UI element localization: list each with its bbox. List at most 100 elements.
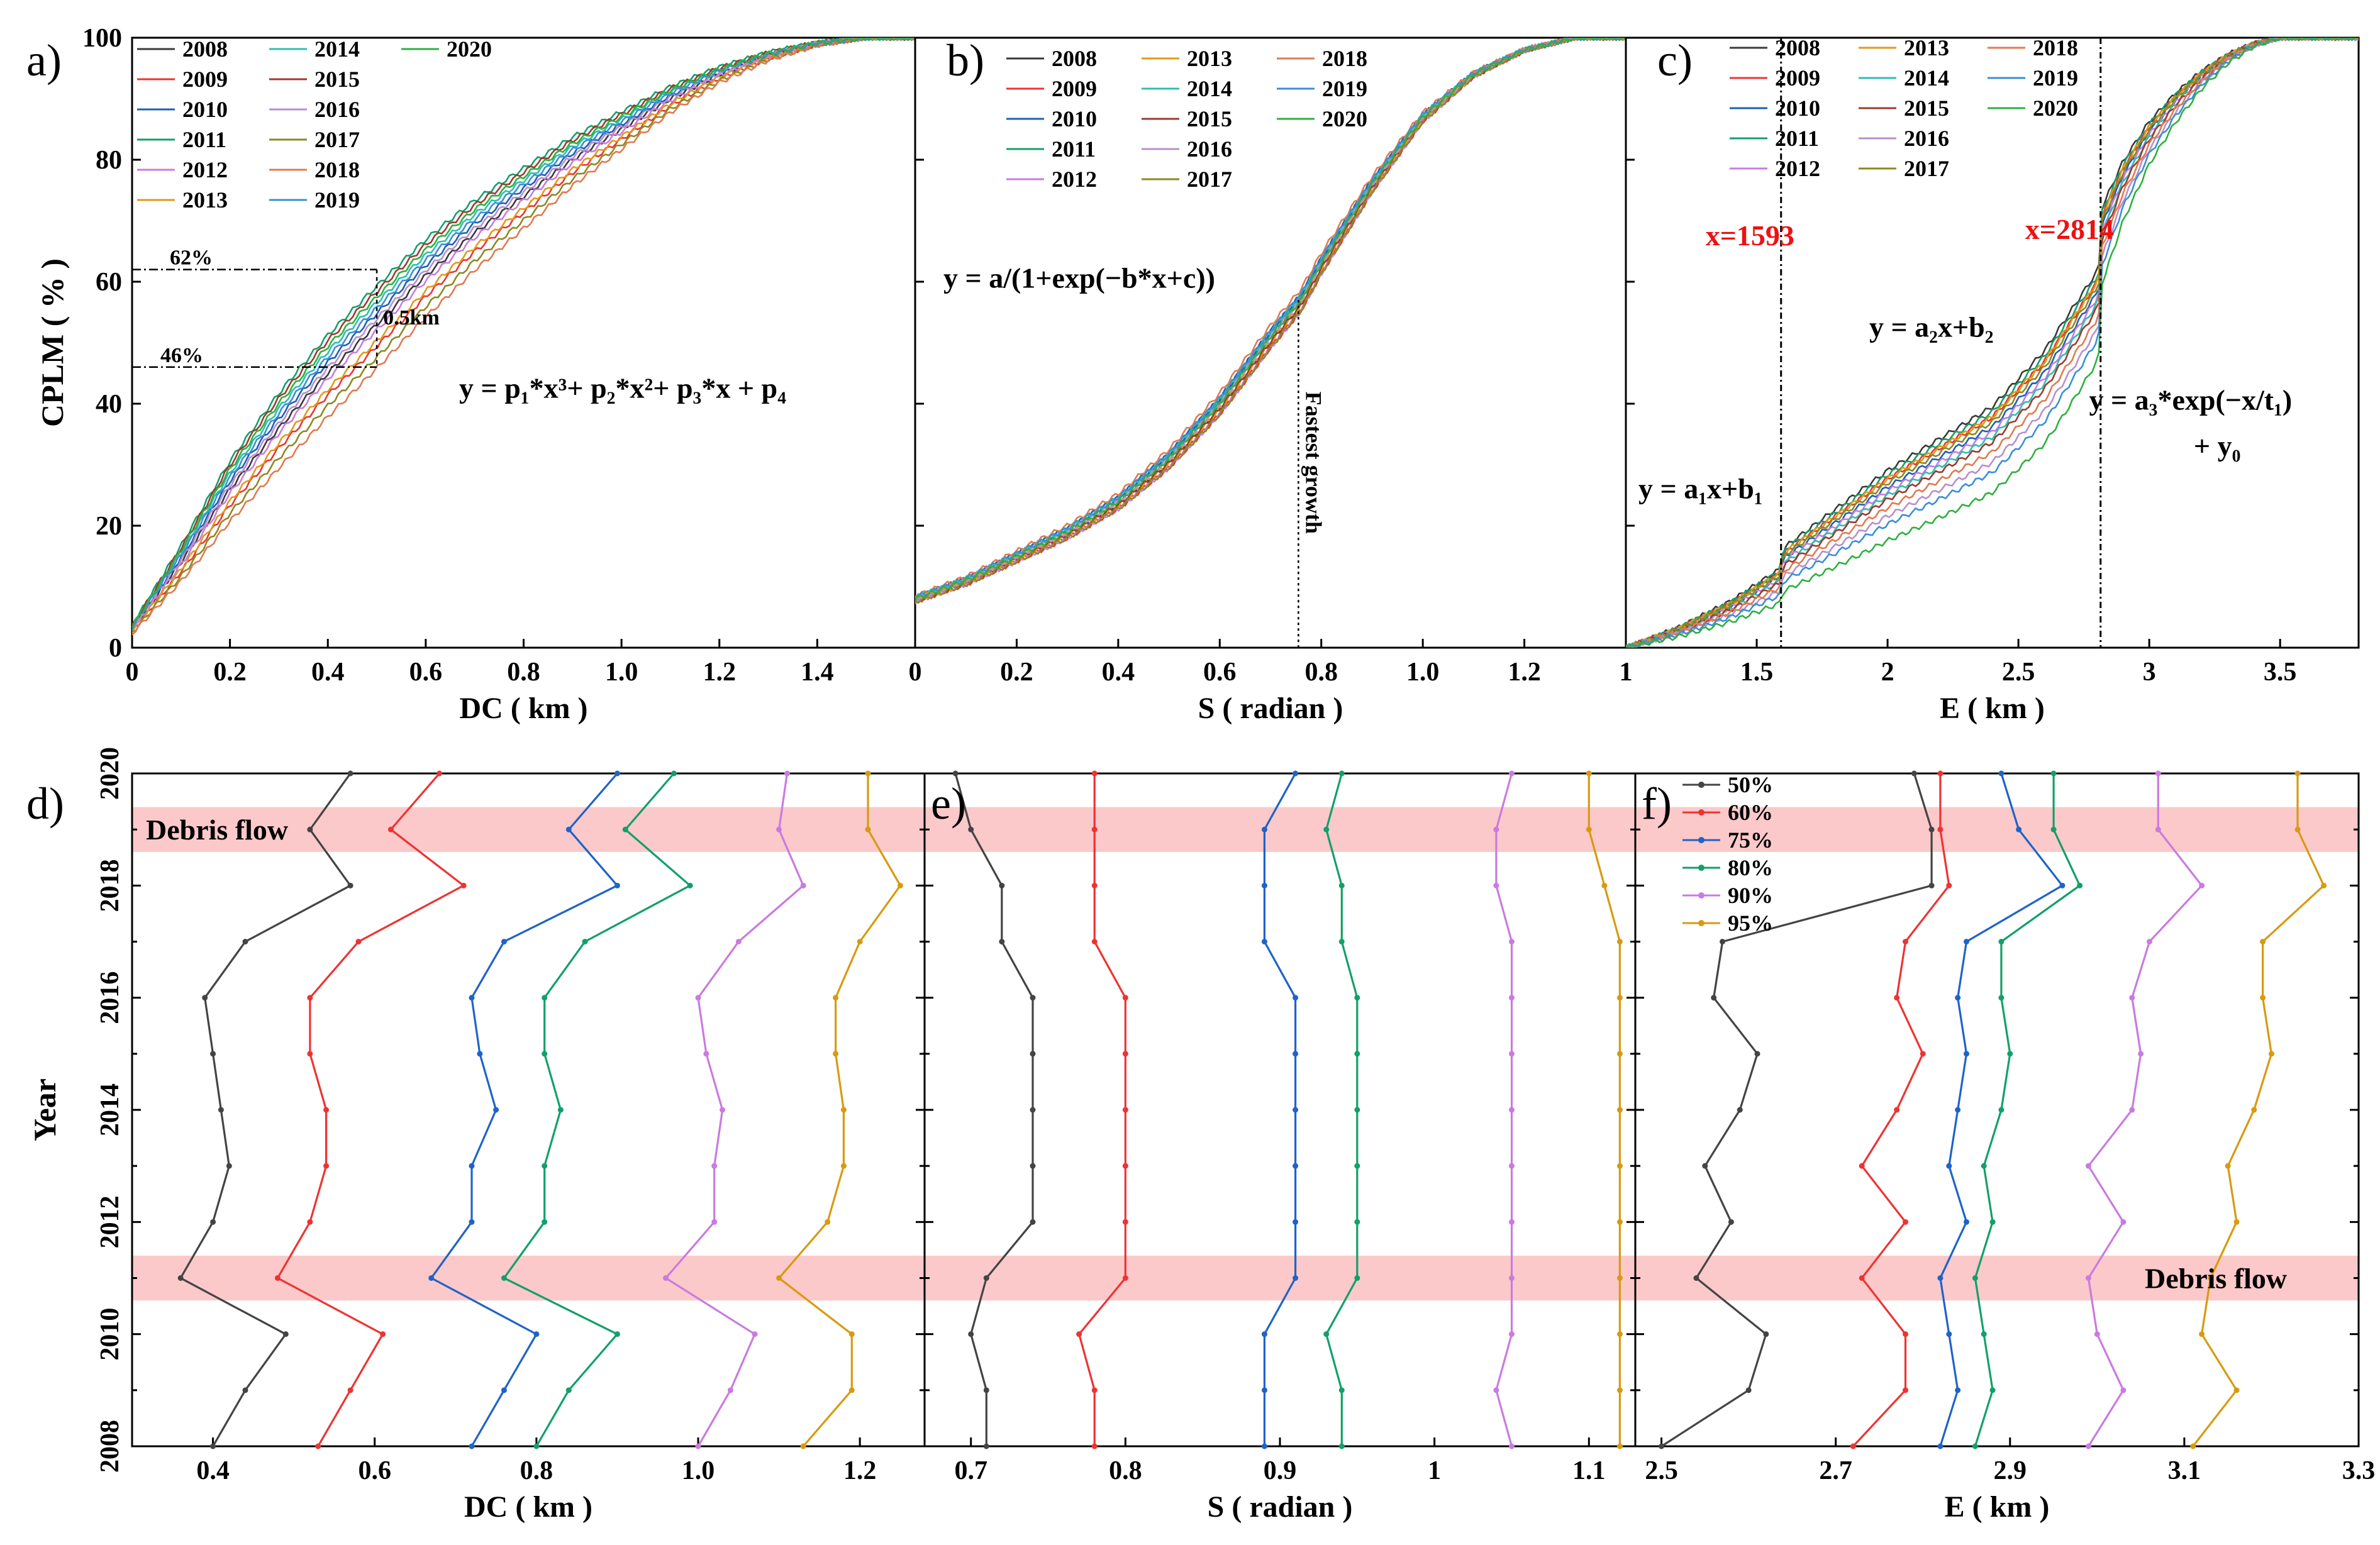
series-line-2020 bbox=[132, 38, 915, 629]
x-tick-labels: 0.7 0.8 0.9 1 1.1 bbox=[954, 1456, 1605, 1485]
data-point-p60 bbox=[1894, 995, 1900, 1001]
data-point-p90 bbox=[1508, 1331, 1515, 1337]
data-point-p95 bbox=[1586, 826, 1592, 833]
x-tick-labels: 2.5 2.7 2.9 3.1 3.3 bbox=[1645, 1456, 2375, 1485]
y-tick-label: 2018 bbox=[96, 859, 125, 912]
data-point-p90 bbox=[2120, 1219, 2127, 1225]
data-point-p90 bbox=[727, 1387, 733, 1393]
data-point-p90 bbox=[752, 1331, 758, 1337]
data-point-p60 bbox=[1122, 1275, 1128, 1281]
series-line-2015 bbox=[132, 38, 915, 626]
data-point-p50 bbox=[226, 1163, 232, 1169]
data-point-p80 bbox=[1998, 1107, 2005, 1113]
y-tick-label: 2012 bbox=[96, 1195, 125, 1248]
equation-c1: y = a₁x+b₁ bbox=[1638, 472, 1763, 504]
data-point-p60 bbox=[307, 1219, 313, 1225]
x-tick-label: 3 bbox=[2143, 658, 2156, 687]
series-p80 bbox=[501, 770, 693, 1449]
data-point-p75 bbox=[2016, 826, 2022, 833]
series-line-2017 bbox=[1626, 38, 2359, 648]
series-p90 bbox=[663, 770, 806, 1449]
data-point-p60 bbox=[1859, 1163, 1865, 1169]
data-point-p60 bbox=[1122, 995, 1128, 1001]
data-point-p75 bbox=[1955, 995, 1961, 1001]
data-point-p60 bbox=[1091, 939, 1098, 944]
data-point-p75 bbox=[1261, 1331, 1267, 1337]
data-point-p90 bbox=[735, 939, 742, 944]
data-point-p50 bbox=[1737, 1107, 1743, 1113]
y-tick-label: 0 bbox=[109, 634, 122, 663]
legend-label-2015: 2015 bbox=[1904, 96, 1949, 121]
data-point-p80 bbox=[670, 770, 677, 777]
annotation-distance: 0.5km bbox=[383, 306, 440, 329]
data-point-p80 bbox=[1354, 1107, 1360, 1113]
data-point-p95 bbox=[1616, 1051, 1623, 1057]
data-point-p60 bbox=[1903, 939, 1909, 944]
x-tick-label: 1.0 bbox=[1406, 658, 1440, 687]
panel-c: 1 1.5 2 2.5 3 3.5 E ( km ) 2008 2009 2010 2011 2012… bbox=[1620, 35, 2360, 725]
data-point-p95 bbox=[1616, 1331, 1623, 1337]
data-point-p75 bbox=[1955, 1107, 1961, 1113]
panel-label: c) bbox=[1657, 35, 1693, 86]
annotation-upper-pct: 62% bbox=[170, 246, 213, 270]
data-point-p60 bbox=[1091, 826, 1098, 833]
data-point-p50 bbox=[210, 1443, 216, 1449]
fastest-growth-label: Fastest growth bbox=[1301, 392, 1326, 534]
data-point-p95 bbox=[2294, 826, 2301, 833]
legend: 2008 2009 2010 2011 2012 2013 2014 2015 2016 2017… bbox=[137, 36, 492, 213]
data-point-p80 bbox=[1338, 939, 1345, 944]
data-point-p50 bbox=[242, 939, 248, 944]
data-point-p75 bbox=[493, 1107, 499, 1113]
legend-label-2016: 2016 bbox=[1904, 126, 1949, 151]
data-point-p80 bbox=[2007, 1051, 2013, 1057]
data-point-p60 bbox=[387, 826, 394, 833]
y-tick-label: 100 bbox=[82, 24, 122, 53]
x-tick-label: 1.2 bbox=[1508, 658, 1541, 687]
data-point-p95 bbox=[2260, 995, 2266, 1001]
data-point-p80 bbox=[1354, 995, 1360, 1001]
x-tick-label: 0.8 bbox=[1304, 658, 1338, 687]
data-point-p95 bbox=[1616, 1107, 1623, 1113]
y-tick-label: 2014 bbox=[96, 1083, 125, 1136]
data-point-p95 bbox=[1616, 995, 1623, 1001]
data-point-p50 bbox=[1030, 995, 1036, 1001]
data-point-p50 bbox=[177, 1275, 184, 1281]
data-point-p50 bbox=[983, 1275, 989, 1281]
panel-label: e) bbox=[931, 778, 966, 829]
data-point-p80 bbox=[533, 1443, 540, 1449]
data-point-p95 bbox=[2199, 1331, 2205, 1337]
series-p90 bbox=[2085, 770, 2205, 1449]
x-tick-label: 1.2 bbox=[843, 1456, 877, 1485]
data-point-p95 bbox=[833, 995, 839, 1001]
legend-label-2009: 2009 bbox=[1775, 65, 1820, 91]
data-point-p95 bbox=[825, 1219, 831, 1225]
legend-marker-p60 bbox=[1698, 809, 1704, 816]
data-point-p80 bbox=[1981, 1331, 1987, 1337]
series-p80 bbox=[1972, 770, 2083, 1449]
data-point-p95 bbox=[2321, 882, 2327, 889]
data-point-p90 bbox=[1508, 1275, 1515, 1281]
data-point-p95 bbox=[857, 939, 863, 944]
legend: 2008 2009 2010 2011 2012 2013 2014 2015 2016 2017… bbox=[1006, 46, 1367, 192]
data-point-p95 bbox=[2268, 1051, 2274, 1057]
data-point-p95 bbox=[833, 1051, 839, 1057]
legend-label-2019: 2019 bbox=[1322, 76, 1367, 101]
legend-label-2008: 2008 bbox=[1775, 35, 1820, 60]
x-tick-label: 0 bbox=[909, 658, 922, 687]
legend-label-2017: 2017 bbox=[1187, 167, 1232, 192]
legend-label-2012: 2012 bbox=[182, 157, 228, 182]
series-p60 bbox=[1076, 770, 1128, 1449]
data-point-p75 bbox=[501, 1387, 507, 1393]
legend-label-2015: 2015 bbox=[314, 67, 360, 92]
data-point-p90 bbox=[2085, 1163, 2091, 1169]
data-point-p90 bbox=[2129, 1107, 2135, 1113]
data-point-p50 bbox=[1763, 1331, 1769, 1337]
x-tick-label: 0.4 bbox=[1102, 658, 1135, 687]
data-point-p60 bbox=[323, 1107, 330, 1113]
x-tick-label: 2.5 bbox=[1645, 1456, 1678, 1485]
data-point-p50 bbox=[282, 1331, 289, 1337]
equation-c3: y = a₃*exp(−x/t₁) bbox=[2089, 384, 2292, 416]
data-point-p80 bbox=[542, 995, 548, 1001]
data-point-p75 bbox=[469, 1219, 475, 1225]
data-point-p60 bbox=[1122, 1219, 1128, 1225]
